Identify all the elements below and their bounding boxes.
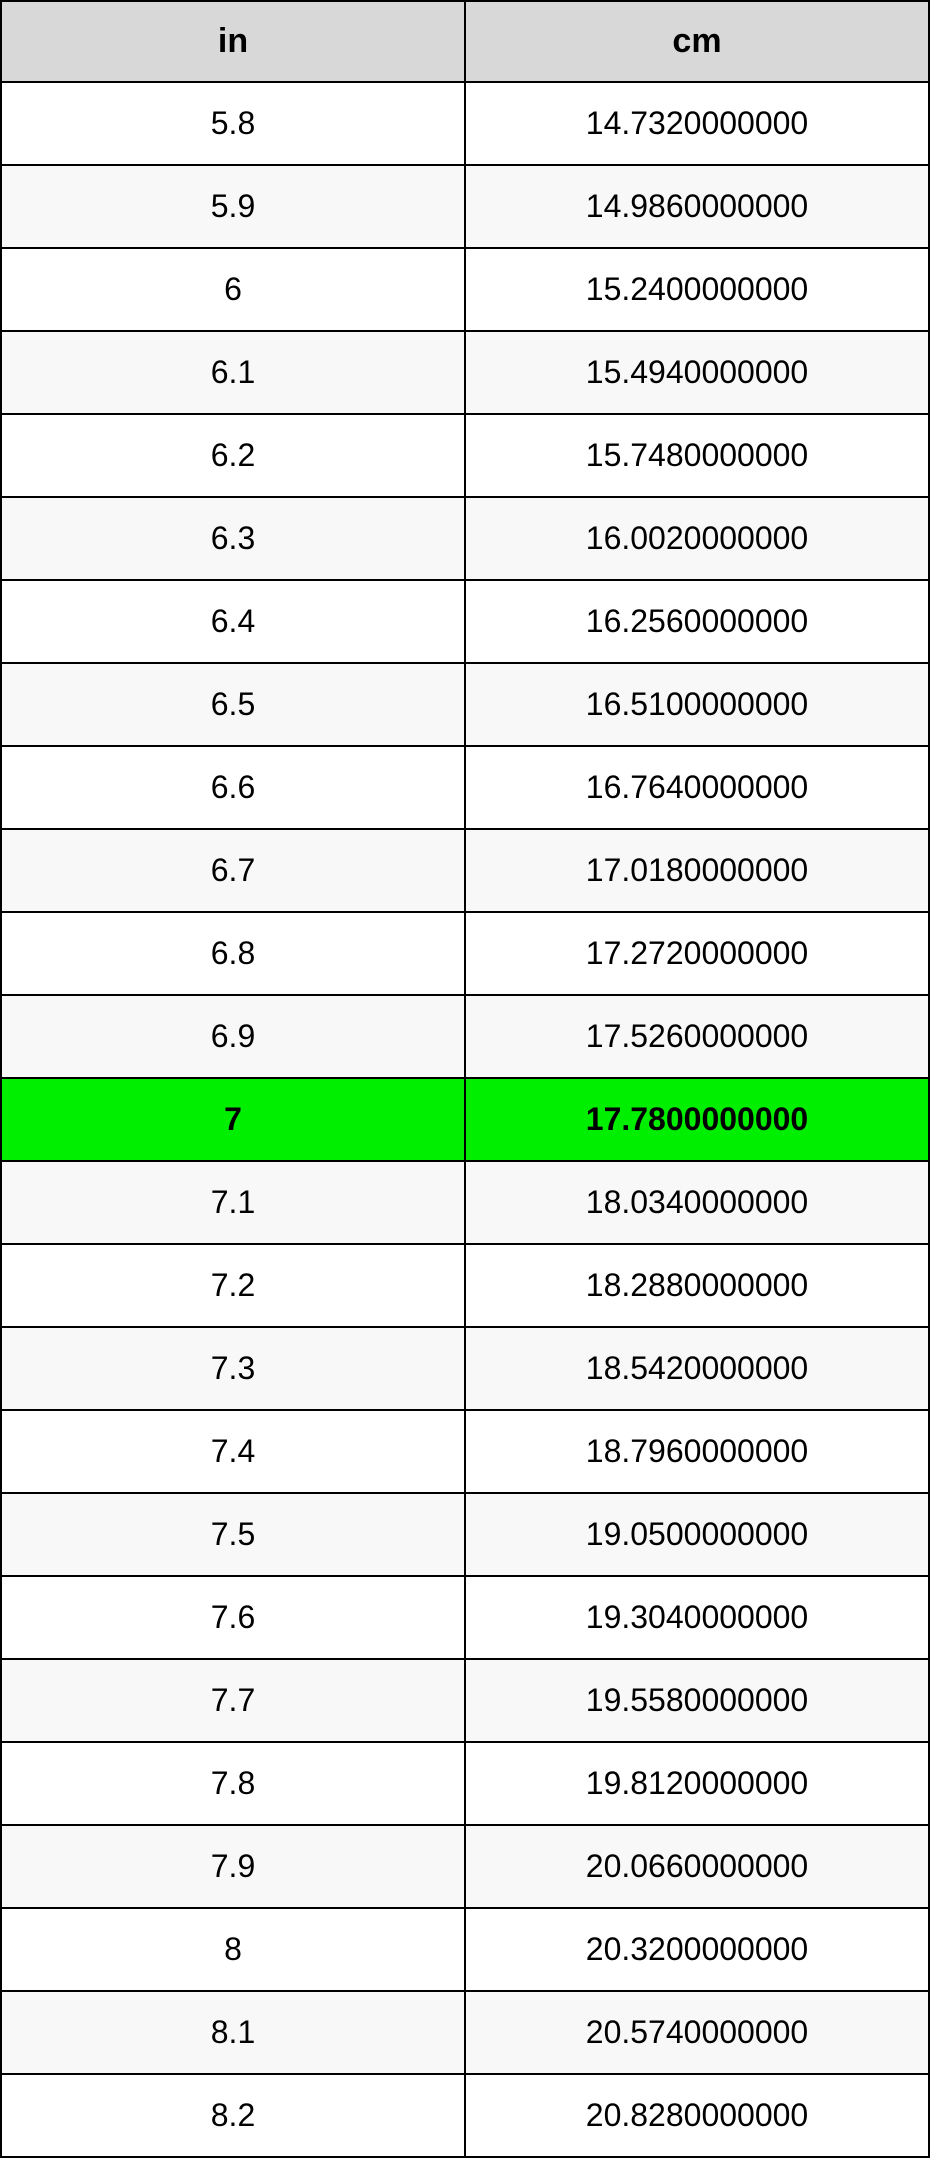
table-header-row: in cm xyxy=(1,1,929,82)
cell-in: 7.9 xyxy=(1,1825,465,1908)
table-row: 6.616.7640000000 xyxy=(1,746,929,829)
table-row: 7.418.7960000000 xyxy=(1,1410,929,1493)
cell-in: 8 xyxy=(1,1908,465,1991)
cell-cm: 20.8280000000 xyxy=(465,2074,929,2157)
table-row: 7.318.5420000000 xyxy=(1,1327,929,1410)
table-row: 820.3200000000 xyxy=(1,1908,929,1991)
cell-in: 7 xyxy=(1,1078,465,1161)
table-row: 5.914.9860000000 xyxy=(1,165,929,248)
table-row: 717.7800000000 xyxy=(1,1078,929,1161)
table-row: 6.817.2720000000 xyxy=(1,912,929,995)
column-header-cm: cm xyxy=(465,1,929,82)
cell-in: 7.8 xyxy=(1,1742,465,1825)
cell-cm: 19.5580000000 xyxy=(465,1659,929,1742)
cell-in: 8.1 xyxy=(1,1991,465,2074)
cell-in: 7.3 xyxy=(1,1327,465,1410)
cell-in: 7.5 xyxy=(1,1493,465,1576)
table-row: 8.120.5740000000 xyxy=(1,1991,929,2074)
cell-cm: 15.7480000000 xyxy=(465,414,929,497)
table-row: 6.516.5100000000 xyxy=(1,663,929,746)
cell-cm: 14.7320000000 xyxy=(465,82,929,165)
cell-cm: 20.0660000000 xyxy=(465,1825,929,1908)
table-row: 5.814.7320000000 xyxy=(1,82,929,165)
cell-cm: 17.2720000000 xyxy=(465,912,929,995)
cell-in: 7.1 xyxy=(1,1161,465,1244)
cell-cm: 15.2400000000 xyxy=(465,248,929,331)
table-row: 7.118.0340000000 xyxy=(1,1161,929,1244)
cell-cm: 18.7960000000 xyxy=(465,1410,929,1493)
table-row: 7.819.8120000000 xyxy=(1,1742,929,1825)
cell-cm: 19.0500000000 xyxy=(465,1493,929,1576)
table-row: 7.920.0660000000 xyxy=(1,1825,929,1908)
table-row: 8.220.8280000000 xyxy=(1,2074,929,2157)
cell-cm: 19.3040000000 xyxy=(465,1576,929,1659)
column-header-in: in xyxy=(1,1,465,82)
cell-cm: 20.5740000000 xyxy=(465,1991,929,2074)
table-row: 6.316.0020000000 xyxy=(1,497,929,580)
cell-cm: 18.0340000000 xyxy=(465,1161,929,1244)
table-row: 6.215.7480000000 xyxy=(1,414,929,497)
cell-cm: 14.9860000000 xyxy=(465,165,929,248)
cell-in: 6.6 xyxy=(1,746,465,829)
cell-in: 6.1 xyxy=(1,331,465,414)
cell-in: 7.2 xyxy=(1,1244,465,1327)
cell-cm: 17.5260000000 xyxy=(465,995,929,1078)
conversion-table: in cm 5.814.73200000005.914.986000000061… xyxy=(0,0,930,2158)
cell-in: 6.7 xyxy=(1,829,465,912)
cell-in: 5.8 xyxy=(1,82,465,165)
table-row: 7.519.0500000000 xyxy=(1,1493,929,1576)
cell-cm: 15.4940000000 xyxy=(465,331,929,414)
cell-in: 8.2 xyxy=(1,2074,465,2157)
table-row: 6.115.4940000000 xyxy=(1,331,929,414)
cell-cm: 18.2880000000 xyxy=(465,1244,929,1327)
cell-cm: 16.5100000000 xyxy=(465,663,929,746)
cell-cm: 16.0020000000 xyxy=(465,497,929,580)
cell-in: 7.4 xyxy=(1,1410,465,1493)
table-body: 5.814.73200000005.914.9860000000615.2400… xyxy=(1,82,929,2157)
cell-in: 6.8 xyxy=(1,912,465,995)
cell-cm: 17.0180000000 xyxy=(465,829,929,912)
table-row: 7.218.2880000000 xyxy=(1,1244,929,1327)
cell-cm: 16.7640000000 xyxy=(465,746,929,829)
cell-cm: 18.5420000000 xyxy=(465,1327,929,1410)
table-row: 7.719.5580000000 xyxy=(1,1659,929,1742)
cell-in: 6.4 xyxy=(1,580,465,663)
cell-cm: 16.2560000000 xyxy=(465,580,929,663)
cell-in: 6 xyxy=(1,248,465,331)
cell-in: 7.7 xyxy=(1,1659,465,1742)
cell-cm: 19.8120000000 xyxy=(465,1742,929,1825)
table-row: 7.619.3040000000 xyxy=(1,1576,929,1659)
cell-in: 7.6 xyxy=(1,1576,465,1659)
cell-in: 5.9 xyxy=(1,165,465,248)
cell-in: 6.2 xyxy=(1,414,465,497)
table-row: 6.717.0180000000 xyxy=(1,829,929,912)
cell-cm: 17.7800000000 xyxy=(465,1078,929,1161)
table-row: 6.917.5260000000 xyxy=(1,995,929,1078)
table-row: 6.416.2560000000 xyxy=(1,580,929,663)
cell-in: 6.9 xyxy=(1,995,465,1078)
cell-cm: 20.3200000000 xyxy=(465,1908,929,1991)
table-row: 615.2400000000 xyxy=(1,248,929,331)
cell-in: 6.5 xyxy=(1,663,465,746)
cell-in: 6.3 xyxy=(1,497,465,580)
